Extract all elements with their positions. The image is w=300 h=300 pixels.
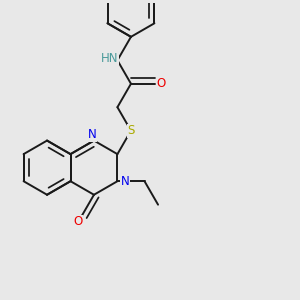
Text: O: O [157,77,166,90]
Text: N: N [88,128,97,141]
Text: O: O [73,215,82,228]
Text: S: S [127,124,135,137]
Text: N: N [120,175,129,188]
Text: HN: HN [101,52,119,65]
